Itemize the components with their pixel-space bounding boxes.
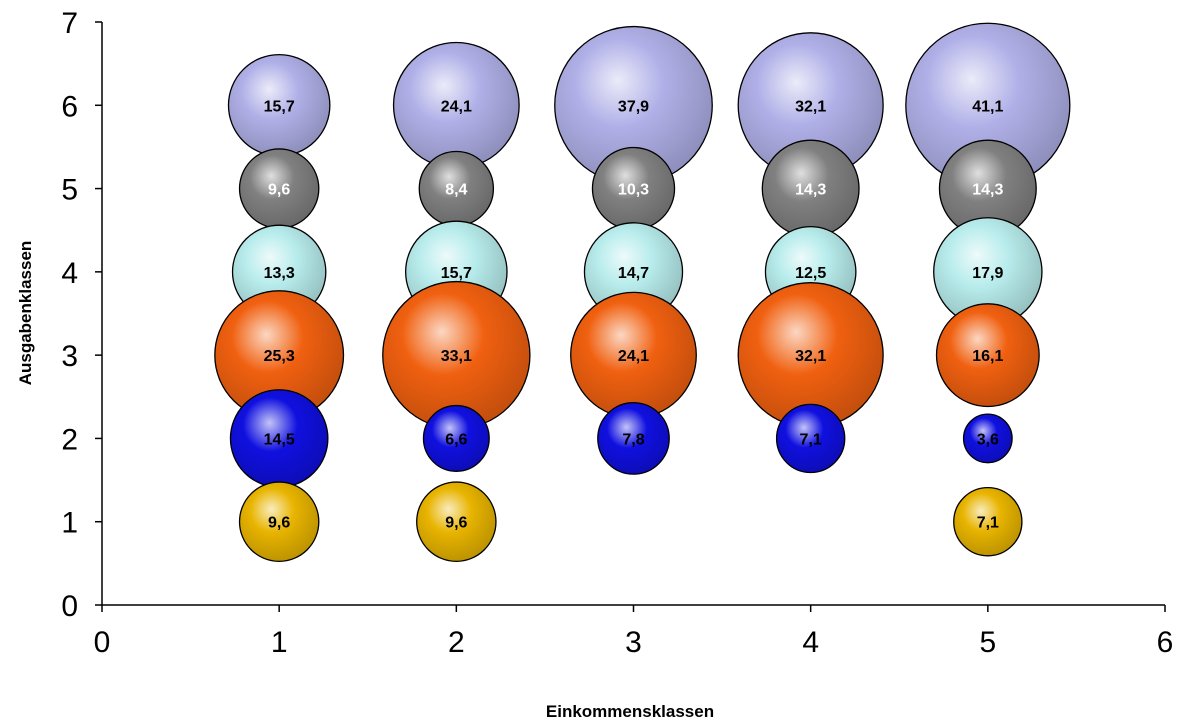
bubble-data-label: 24,1 <box>618 348 649 365</box>
bubble-data-label: 9,6 <box>268 515 290 532</box>
x-tick-label: 1 <box>271 626 288 659</box>
bubble-data-label: 24,1 <box>441 98 472 115</box>
bubble-data-label: 10,3 <box>618 182 649 199</box>
bubble-data-label: 41,1 <box>972 98 1003 115</box>
data-labels: 15,7 24,1 37,9 32,1 41,1 9,6 8,4 10,3 14,3 14,3 13… <box>264 98 1004 531</box>
y-tick-label: 7 <box>61 7 78 40</box>
y-tick-label: 1 <box>61 507 78 540</box>
bubble-data-label: 9,6 <box>445 515 467 532</box>
bubble-data-label: 3,6 <box>977 431 999 448</box>
x-axis-title: Einkommensklassen <box>546 702 714 721</box>
x-tick-label: 2 <box>448 626 465 659</box>
bubble <box>935 303 1040 408</box>
tick-labels: 0 1 2 3 4 5 6 0 1 2 3 4 5 6 7 <box>61 7 1173 659</box>
y-tick-label: 3 <box>61 340 78 373</box>
bubble-data-label: 6,6 <box>445 431 467 448</box>
bubble-data-label: 33,1 <box>441 348 472 365</box>
bubble-data-label: 25,3 <box>264 348 295 365</box>
y-tick-label: 2 <box>61 423 78 456</box>
bubble-data-label: 16,1 <box>972 348 1003 365</box>
x-tick-label: 6 <box>1157 626 1174 659</box>
bubble <box>597 402 670 475</box>
x-tick-label: 0 <box>94 626 111 659</box>
y-tick-label: 6 <box>61 90 78 123</box>
bubble-data-label: 14,7 <box>618 265 649 282</box>
x-tick-label: 3 <box>625 626 642 659</box>
bubble-data-label: 7,8 <box>622 431 644 448</box>
bubbles <box>214 22 1071 562</box>
x-tick-label: 4 <box>802 626 819 659</box>
bubble-data-label: 15,7 <box>264 98 295 115</box>
bubble <box>962 413 1013 464</box>
bubble-data-label: 17,9 <box>972 265 1003 282</box>
bubble-data-label: 37,9 <box>618 98 649 115</box>
y-tick-label: 5 <box>61 174 78 207</box>
bubble-data-label: 14,3 <box>972 182 1003 199</box>
bubble <box>953 486 1023 557</box>
bubble-data-label: 7,1 <box>800 431 822 448</box>
bubble-data-label: 14,5 <box>264 431 295 448</box>
bubble <box>416 481 497 562</box>
bubble <box>775 403 846 474</box>
y-tick-label: 0 <box>61 590 78 623</box>
bubble-data-label: 14,3 <box>795 182 826 199</box>
bubble-data-label: 8,4 <box>445 182 467 199</box>
bubble-data-label: 12,5 <box>795 265 826 282</box>
bubble <box>238 481 320 562</box>
bubble-data-label: 9,6 <box>268 182 290 199</box>
bubble <box>422 404 490 472</box>
x-tick-label: 5 <box>979 626 996 659</box>
bubble-data-label: 15,7 <box>441 265 472 282</box>
y-tick-label: 4 <box>61 257 78 290</box>
bubble-data-label: 13,3 <box>264 265 295 282</box>
y-axis-title: Ausgabenklassen <box>16 241 35 386</box>
bubble-data-label: 7,1 <box>977 515 999 532</box>
bubble-data-label: 32,1 <box>795 98 826 115</box>
bubble-data-label: 32,1 <box>795 348 826 365</box>
